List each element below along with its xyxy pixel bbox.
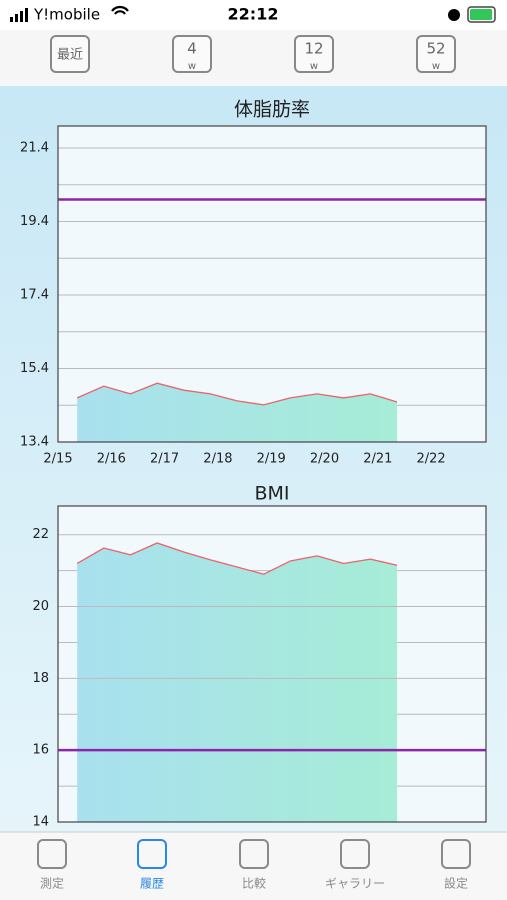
tab-label: 52 bbox=[426, 40, 445, 58]
x-tick-label: 2/19 bbox=[257, 452, 286, 467]
x-tick-label: 2/21 bbox=[363, 452, 392, 467]
plot-area bbox=[58, 126, 486, 442]
tab-label: 4 bbox=[187, 40, 197, 58]
data-line bbox=[76, 542, 398, 575]
tab-text: ギャラリー bbox=[325, 877, 385, 891]
x-tick-label: 2/22 bbox=[416, 452, 445, 467]
tab-text: 比較 bbox=[242, 876, 266, 891]
carrier: Y!mobile bbox=[33, 6, 100, 24]
y-tick-label: 16 bbox=[32, 743, 49, 758]
clock: 22:12 bbox=[228, 5, 279, 24]
period-tab[interactable]: 12 w bbox=[294, 35, 334, 73]
y-tick-label: 17.4 bbox=[20, 288, 49, 303]
tab-item[interactable]: ギャラリー bbox=[325, 839, 385, 891]
battery bbox=[467, 6, 496, 23]
tab-item[interactable]: 設定 bbox=[441, 839, 471, 891]
alarm-icon bbox=[448, 9, 460, 21]
tab-bar bbox=[0, 832, 507, 900]
x-tick-label: 2/17 bbox=[150, 452, 179, 467]
x-tick-label: 2/18 bbox=[203, 452, 232, 467]
tab-icon bbox=[340, 839, 370, 869]
tab-unit: w bbox=[432, 61, 440, 72]
y-tick-label: 14 bbox=[32, 815, 49, 830]
tab-text: 設定 bbox=[444, 876, 468, 891]
tab-box bbox=[294, 35, 334, 73]
chart-title: 体脂肪率 bbox=[234, 99, 310, 121]
tab-text: 測定 bbox=[40, 876, 64, 891]
tab-unit: w bbox=[188, 61, 196, 72]
area bbox=[77, 383, 397, 442]
tab-box bbox=[50, 35, 90, 73]
plot-frame bbox=[57, 505, 487, 823]
y-tick-label: 21.4 bbox=[20, 141, 49, 156]
tab-item[interactable]: 比較 bbox=[239, 839, 269, 891]
battery-level bbox=[470, 9, 492, 20]
period-tab[interactable]: 最近 bbox=[50, 35, 90, 73]
tab-icon bbox=[137, 839, 167, 869]
signal bbox=[10, 8, 28, 22]
x-tick-label: 2/15 bbox=[43, 452, 72, 467]
status-bar bbox=[0, 0, 507, 30]
tab-label: 12 bbox=[304, 40, 323, 58]
y-tick-label: 22 bbox=[32, 527, 49, 542]
tab-icon bbox=[239, 839, 269, 869]
tab-icon bbox=[441, 839, 471, 869]
tab-box bbox=[172, 35, 212, 73]
period-tab[interactable]: 4w bbox=[172, 35, 212, 73]
chart-title: BMI bbox=[254, 483, 289, 505]
x-tick-label: 2/20 bbox=[310, 452, 339, 467]
tab-icon bbox=[37, 839, 67, 869]
period-tab[interactable]: 52 w bbox=[416, 35, 456, 73]
y-tick-label: 19.4 bbox=[20, 214, 49, 229]
wifi-icon bbox=[111, 5, 129, 15]
tab-label: 最近 bbox=[57, 48, 83, 63]
x-tick-label: 2/16 bbox=[97, 452, 126, 467]
y-tick-label: 18 bbox=[32, 671, 49, 686]
y-tick-label: 15.4 bbox=[20, 361, 49, 376]
tab-text: 履歴 bbox=[140, 877, 164, 891]
y-tick-label: 13.4 bbox=[20, 435, 49, 450]
area bbox=[77, 542, 397, 822]
tab-item[interactable]: 測定 bbox=[37, 839, 67, 891]
tab-box bbox=[416, 35, 456, 73]
y-tick-label: 20 bbox=[32, 599, 49, 614]
data-line bbox=[76, 382, 398, 406]
tab-unit: w bbox=[310, 61, 318, 72]
tab-item[interactable]: 履歴 bbox=[137, 839, 167, 891]
plot-frame bbox=[57, 125, 487, 443]
